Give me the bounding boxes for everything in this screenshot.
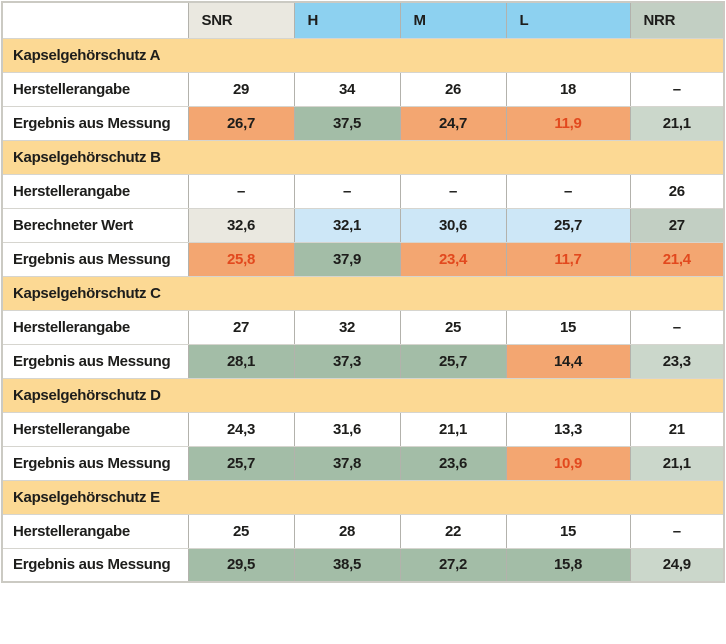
table-row: Herstellerangabe 25 28 22 15– (2, 514, 724, 549)
row-label: Berechneter Wert (2, 208, 189, 243)
value-cell: 37,9 (294, 242, 401, 277)
value-cell: – (630, 72, 724, 107)
value-cell: 26 (630, 174, 724, 209)
value-cell: 11,9 (506, 106, 631, 141)
table-row: Herstellerangabe 29 34 26 18– (2, 72, 724, 107)
value-cell: – (294, 174, 401, 209)
value-cell: 30,6 (400, 208, 507, 243)
hearing-protector-attenuation-table: SNR H M L NRR Kapselgehörschutz A Herstellera… (1, 1, 725, 583)
value-cell: 21,1 (400, 412, 507, 447)
value-cell: 26 (400, 72, 507, 107)
value-cell: 25,7 (506, 208, 631, 243)
col-header-m: M (400, 2, 507, 39)
row-label: Ergebnis aus Messung (2, 548, 189, 583)
value-cell: – (506, 174, 631, 209)
value-cell: 28,1 (188, 344, 295, 379)
row-label: Ergebnis aus Messung (2, 446, 189, 481)
row-label: Ergebnis aus Messung (2, 344, 189, 379)
table-row: Ergebnis aus Messung 28,1 37,3 25,7 14,4 23,3 (2, 344, 724, 379)
value-cell: – (188, 174, 295, 209)
value-cell: 32,1 (294, 208, 401, 243)
table-row: Herstellerangabe 27 32 25 15– (2, 310, 724, 345)
value-cell: 27 (188, 310, 295, 345)
table-row: Ergebnis aus Messung 25,8 37,9 23,4 11,7 21,4 (2, 242, 724, 277)
value-cell: 25 (188, 514, 295, 549)
value-cell: 37,5 (294, 106, 401, 141)
row-label: Herstellerangabe (2, 72, 189, 107)
value-cell: 10,9 (506, 446, 631, 481)
value-cell: 37,3 (294, 344, 401, 379)
value-cell: 15 (506, 514, 631, 549)
value-cell: 18 (506, 72, 631, 107)
col-header-h: H (294, 2, 401, 39)
value-cell: 15 (506, 310, 631, 345)
value-cell: 38,5 (294, 548, 401, 583)
value-cell: 23,3 (630, 344, 724, 379)
value-cell: 13,3 (506, 412, 631, 447)
group-row: Kapselgehörschutz C (2, 276, 724, 311)
value-cell: 25,7 (400, 344, 507, 379)
table-row: Herstellerangabe 24,3 31,6 21,1 13,3 21 (2, 412, 724, 447)
table-body: Kapselgehörschutz A Herstellerangabe 29 34 2… (2, 38, 724, 583)
value-cell: 21,1 (630, 106, 724, 141)
value-cell: 21 (630, 412, 724, 447)
value-cell: 29 (188, 72, 295, 107)
value-cell: 31,6 (294, 412, 401, 447)
table-row: Ergebnis aus Messung 29,5 38,5 27,2 15,8 24,9 (2, 548, 724, 583)
col-header-nrr: NRR (630, 2, 724, 39)
col-header-empty (2, 2, 189, 39)
value-cell: 28 (294, 514, 401, 549)
col-header-l: L (506, 2, 631, 39)
table-row: Ergebnis aus Messung 25,7 37,8 23,6 10,9 21,1 (2, 446, 724, 481)
group-header-3: Kapselgehörschutz D (2, 378, 724, 413)
value-cell: – (630, 310, 724, 345)
value-cell: – (400, 174, 507, 209)
value-cell: 32 (294, 310, 401, 345)
value-cell: 34 (294, 72, 401, 107)
value-cell: 24,9 (630, 548, 724, 583)
value-cell: 11,7 (506, 242, 631, 277)
value-cell: 26,7 (188, 106, 295, 141)
value-cell: 25,7 (188, 446, 295, 481)
value-cell: 23,6 (400, 446, 507, 481)
group-row: Kapselgehörschutz E (2, 480, 724, 515)
row-label: Herstellerangabe (2, 174, 189, 209)
row-label: Herstellerangabe (2, 514, 189, 549)
row-label: Herstellerangabe (2, 412, 189, 447)
group-header-0: Kapselgehörschutz A (2, 38, 724, 73)
value-cell: 25,8 (188, 242, 295, 277)
group-header-4: Kapselgehörschutz E (2, 480, 724, 515)
group-row: Kapselgehörschutz D (2, 378, 724, 413)
col-header-snr: SNR (188, 2, 295, 39)
value-cell: 27,2 (400, 548, 507, 583)
value-cell: 21,1 (630, 446, 724, 481)
value-cell: 22 (400, 514, 507, 549)
value-cell: 23,4 (400, 242, 507, 277)
value-cell: 24,7 (400, 106, 507, 141)
value-cell: 29,5 (188, 548, 295, 583)
value-cell: 37,8 (294, 446, 401, 481)
group-row: Kapselgehörschutz A (2, 38, 724, 73)
table-row: Ergebnis aus Messung 26,7 37,5 24,7 11,9 21,1 (2, 106, 724, 141)
table-row: Berechneter Wert 32,6 32,1 30,6 25,7 27 (2, 208, 724, 243)
table-row: Herstellerangabe – – – –26 (2, 174, 724, 209)
value-cell: 15,8 (506, 548, 631, 583)
group-header-1: Kapselgehörschutz B (2, 140, 724, 175)
value-cell: 24,3 (188, 412, 295, 447)
row-label: Ergebnis aus Messung (2, 106, 189, 141)
value-cell: 27 (630, 208, 724, 243)
group-header-2: Kapselgehörschutz C (2, 276, 724, 311)
value-cell: 32,6 (188, 208, 295, 243)
value-cell: 25 (400, 310, 507, 345)
value-cell: 21,4 (630, 242, 724, 277)
row-label: Herstellerangabe (2, 310, 189, 345)
row-label: Ergebnis aus Messung (2, 242, 189, 277)
column-header-row: SNR H M L NRR (2, 2, 724, 39)
table-header: SNR H M L NRR (2, 2, 724, 39)
value-cell: 14,4 (506, 344, 631, 379)
value-cell: – (630, 514, 724, 549)
group-row: Kapselgehörschutz B (2, 140, 724, 175)
